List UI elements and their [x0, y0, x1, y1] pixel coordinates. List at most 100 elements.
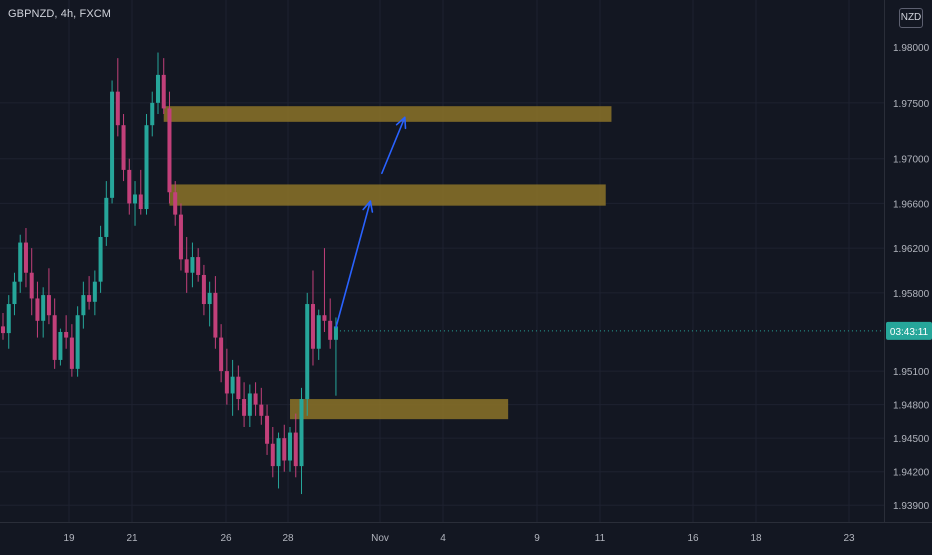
zone-layer [163, 106, 612, 420]
time-tick-label: Nov [371, 533, 389, 544]
time-axis[interactable]: 19 21 26 28 Nov 4 9 11 16 18 23 [63, 533, 855, 544]
candle-body [207, 292, 212, 305]
candle-layer [0, 52, 338, 495]
candle-body [58, 331, 63, 360]
candle-body [98, 236, 103, 282]
candle-body [293, 432, 298, 467]
candle-body [213, 292, 218, 338]
time-tick-label: 11 [595, 533, 606, 544]
candle-body [167, 108, 172, 193]
price-tick-label: 1.93900 [893, 501, 930, 512]
candle-body [270, 443, 275, 467]
candle-body [247, 393, 252, 416]
candle-body [242, 399, 247, 416]
price-tick-label: 1.95800 [893, 289, 930, 300]
time-tick-label: 18 [750, 533, 762, 544]
price-axis[interactable]: 1.97500 1.97000 1.96600 1.96200 1.95800 1.951… [893, 43, 930, 512]
candle-body [299, 399, 304, 467]
candle-body [81, 295, 86, 316]
candle-body [46, 295, 51, 316]
projection-arrow-line [381, 116, 406, 175]
candle-body [316, 315, 321, 349]
candle-body [23, 242, 28, 273]
time-tick-label: 23 [843, 533, 855, 544]
candle-body [310, 304, 315, 349]
candle-body [328, 320, 333, 340]
arrow-layer [335, 116, 407, 329]
candle-body [0, 326, 6, 334]
candle-body [196, 257, 201, 275]
candle-body [115, 91, 120, 126]
price-tick-label: 1.96200 [893, 244, 930, 255]
grid-layer [0, 0, 884, 522]
candle-body [178, 214, 183, 260]
candle-body [305, 304, 310, 400]
candle-body [230, 376, 235, 394]
supply-demand-zone [163, 106, 612, 122]
price-tick-label: 1.95100 [893, 367, 930, 378]
candle-body [12, 281, 17, 305]
candle-body [110, 91, 115, 198]
candle-body [29, 272, 34, 299]
candle-body [173, 192, 178, 215]
candle-body [259, 404, 264, 416]
candle-body [155, 74, 160, 103]
candle-body [104, 197, 109, 237]
candle-body [41, 295, 46, 321]
candle-body [87, 295, 92, 302]
current-price-badge: 03:43:11 [339, 321, 932, 340]
candle-body [333, 326, 338, 340]
candle-body [144, 125, 149, 210]
time-tick-label: 16 [687, 533, 699, 544]
time-tick-label: 9 [534, 533, 540, 544]
time-tick-label: 19 [63, 533, 75, 544]
candle-body [6, 304, 11, 334]
candle-body [201, 274, 206, 305]
time-tick-label: 26 [220, 533, 232, 544]
price-tick-label: 1.94800 [893, 401, 930, 412]
candle-body [253, 393, 258, 405]
candle-body [75, 315, 80, 369]
candle-body [127, 169, 132, 204]
candle-body [236, 376, 241, 400]
candle-body [69, 337, 74, 369]
candle-body [64, 331, 69, 338]
candle-body [276, 438, 281, 467]
candle-body [35, 298, 40, 321]
candle-body [138, 194, 143, 210]
candle-body [322, 315, 327, 321]
candle-body [18, 242, 23, 282]
time-tick-label: 21 [126, 533, 138, 544]
projection-arrow-head [395, 116, 407, 130]
price-tick-label: 1.96600 [893, 199, 930, 210]
current-price-badge-bg [886, 321, 932, 340]
time-tick-label: 28 [282, 533, 294, 544]
current-price-badge-label: 03:43:11 [890, 327, 929, 338]
candle-body [52, 315, 57, 360]
candle-body [161, 74, 166, 109]
currency-badge[interactable]: NZD [899, 8, 923, 28]
candle-body [282, 438, 287, 461]
projection-arrow-head [362, 200, 374, 213]
supply-demand-zone [290, 399, 509, 420]
candle-body [190, 257, 195, 273]
symbol-title[interactable]: GBPNZD, 4h, FXCM [8, 8, 112, 20]
price-tick-label: 1.94500 [893, 434, 930, 445]
price-tick-label: 1.94200 [893, 468, 930, 479]
candle-body [150, 102, 155, 126]
price-tick-label: 1.97500 [893, 99, 930, 110]
candle-body [133, 194, 138, 204]
time-tick-label: 4 [440, 533, 446, 544]
price-tick-label: 1.97000 [893, 155, 930, 166]
supply-demand-zone [169, 184, 606, 206]
candle-body [184, 259, 189, 273]
candle-body [219, 337, 224, 372]
candle-body [224, 371, 229, 394]
price-tick-label: 1.98000 [893, 43, 930, 54]
projection-arrow-line [335, 200, 372, 329]
candle-body [288, 432, 293, 461]
candle-body [92, 281, 97, 302]
